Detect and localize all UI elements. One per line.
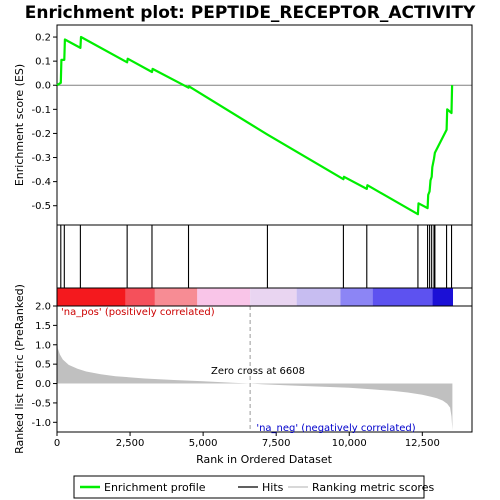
x-axis-label: Rank in Ordered Dataset: [196, 453, 333, 466]
color-band-segment: [372, 288, 433, 306]
metric-ytick-label: 0.0: [35, 379, 51, 390]
legend-label: Enrichment profile: [104, 481, 206, 494]
es-ytick-label: -0.1: [31, 105, 51, 116]
rank-color-band: [56, 287, 473, 307]
es-ytick-label: -0.4: [31, 177, 51, 188]
hits-panel: [56, 224, 473, 289]
es-ytick-label: -0.3: [31, 153, 51, 164]
x-tick-label: 2,500: [116, 438, 145, 449]
es-ytick-label: 0.1: [35, 57, 51, 68]
pos-correlated-label: 'na_pos' (positively correlated): [61, 307, 215, 318]
color-band-segment: [340, 288, 373, 306]
metric-ytick-label: -0.5: [31, 398, 51, 409]
metric-axis-label: Ranked list metric (PreRanked): [13, 284, 26, 454]
color-band-segment: [250, 288, 297, 306]
es-ytick-label: 0.0: [35, 81, 51, 92]
metric-ytick-label: 1.0: [35, 340, 51, 351]
metric-ytick-label: -1.0: [31, 418, 51, 429]
neg-correlated-label: 'na_neg' (negatively correlated): [256, 423, 415, 434]
color-band-segment: [57, 288, 126, 306]
x-tick-label: 10,000: [332, 438, 367, 449]
es-ytick-label: -0.5: [31, 201, 51, 212]
zero-cross-label: Zero cross at 6608: [211, 366, 305, 377]
enrichment-profile-line: [56, 35, 454, 216]
color-band-segment: [296, 288, 341, 306]
color-band-segment: [432, 288, 454, 306]
metric-ytick-label: 0.5: [35, 360, 51, 371]
x-tick-label: 12,500: [405, 438, 440, 449]
color-band-segment: [197, 288, 251, 306]
metric-ytick-label: 1.5: [35, 321, 51, 332]
color-band-segment: [154, 288, 198, 306]
legend-label: Ranking metric scores: [312, 481, 434, 494]
legend: Enrichment profile Hits Ranking metric sco…: [73, 475, 434, 499]
ranked-metric-panel: 2.0 1.5 1.0 0.5 0.0 -0.5 -1.0 0 2,500 5,000 7,500…: [13, 284, 473, 466]
x-tick-label: 7,500: [262, 438, 291, 449]
x-tick-label: 0: [54, 438, 60, 449]
metric-panel-frame: [56, 305, 473, 433]
es-ytick-label: -0.2: [31, 129, 51, 140]
hits-panel-frame: [56, 224, 473, 289]
es-axis-label: Enrichment score (ES): [13, 64, 26, 186]
chart-title: Enrichment plot: PEPTIDE_RECEPTOR_ACTIVI…: [25, 3, 476, 23]
color-band-segment: [125, 288, 155, 306]
metric-ytick-label: 2.0: [35, 302, 51, 313]
legend-label: Hits: [262, 481, 284, 494]
ranking-metric-area: [57, 337, 453, 431]
x-tick-label: 5,000: [189, 438, 218, 449]
es-ytick-label: 0.2: [35, 33, 51, 44]
